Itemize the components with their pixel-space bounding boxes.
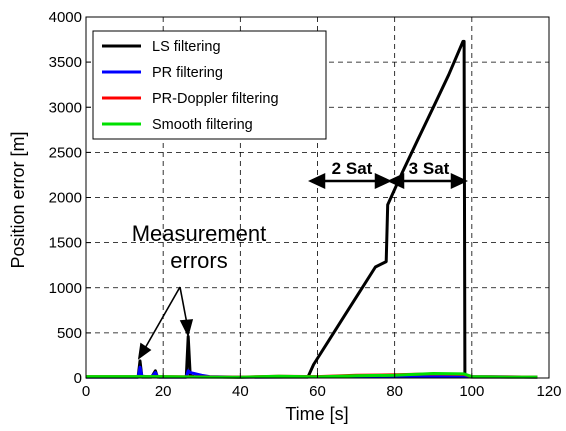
y-tick-label: 500: [57, 325, 82, 342]
y-tick-label: 2500: [49, 144, 82, 161]
legend: LS filtering PR filtering PR-Doppler fil…: [92, 30, 327, 140]
y-tick-label: 1000: [49, 280, 82, 297]
x-tick-label: 0: [82, 383, 90, 400]
legend-label-pr: PR filtering: [152, 65, 223, 81]
series-line-smooth-filtering: [86, 372, 538, 379]
y-tick-label: 3000: [49, 99, 82, 116]
legend-label-pr-doppler: PR-Doppler filtering: [152, 91, 279, 107]
x-tick-label: 60: [309, 383, 326, 400]
legend-label-smooth: Smooth filtering: [152, 117, 253, 133]
measurement-arrows: [137, 286, 194, 360]
series-group: [86, 39, 538, 379]
y-axis-label: Position error [m]: [8, 131, 28, 268]
annotation-measurement: Measurement: [132, 221, 267, 246]
x-tick-label: 40: [232, 383, 249, 400]
y-tick-label: 3500: [49, 54, 82, 71]
y-tick-label: 2000: [49, 190, 82, 207]
x-tick-label: 80: [386, 383, 403, 400]
sat-arrows: [308, 173, 468, 189]
x-tick-label: 120: [536, 383, 561, 400]
x-tick-label: 20: [155, 383, 172, 400]
y-tick-label: 0: [74, 370, 82, 387]
annotation-errors: errors: [170, 248, 227, 273]
y-tick-label: 4000: [49, 9, 82, 26]
annotation-3-sat: 3 Sat: [409, 159, 450, 178]
ticks: 0 20 40 60 80 100 120 0 500 1000 1500 2000 2500 3000 3…: [49, 9, 562, 400]
x-tick-label: 100: [459, 383, 484, 400]
legend-label-ls: LS filtering: [152, 39, 221, 55]
legend-box: [92, 30, 327, 140]
y-tick-label: 1500: [49, 235, 82, 252]
x-axis-label: Time [s]: [285, 404, 348, 424]
annotation-2-sat: 2 Sat: [332, 159, 373, 178]
